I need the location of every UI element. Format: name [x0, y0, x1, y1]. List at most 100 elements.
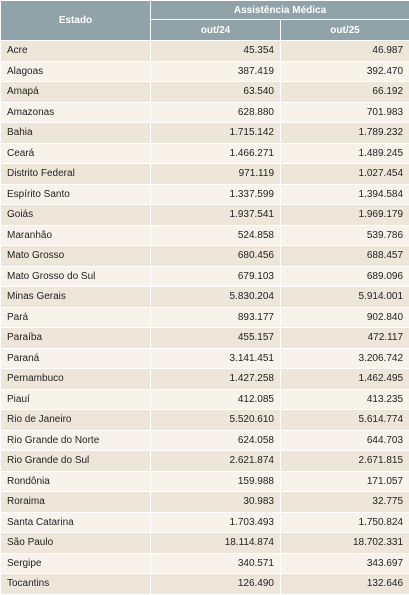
value-cell: 1.427.258 — [150, 368, 281, 389]
table-row: Pará 893.177 902.840 — [0, 306, 409, 328]
state-cell: Amazonas — [0, 101, 151, 123]
value-cell: 63.540 — [150, 81, 281, 102]
table-row: Tocantins 126.490 132.646 — [0, 573, 409, 594]
state-cell: Roraima — [0, 491, 151, 512]
table-row: Espírito Santo 1.337.599 1.394.584 — [0, 183, 409, 205]
state-cell: Paraíba — [0, 327, 151, 348]
value-cell: 159.988 — [150, 470, 281, 492]
state-cell: Acre — [0, 40, 151, 61]
state-cell: Tocantins — [0, 573, 151, 594]
value-cell: 1.027.454 — [279, 163, 409, 184]
table-row: Distrito Federal 971.119 1.027.454 — [0, 163, 409, 184]
header-column: out/25 — [279, 19, 409, 41]
value-cell: 680.456 — [150, 245, 281, 266]
state-cell: Goiás — [0, 204, 151, 225]
state-cell: Rio Grande do Norte — [0, 429, 151, 451]
state-cell: Maranhão — [0, 224, 151, 246]
table-row: Sergipe 340.571 343.697 — [0, 552, 409, 574]
value-cell: 18.702.331 — [279, 532, 409, 553]
state-cell: Bahia — [0, 122, 151, 143]
state-cell: Amapá — [0, 81, 151, 102]
state-cell: Piauí — [0, 388, 151, 410]
state-cell: Alagoas — [0, 60, 151, 82]
value-cell: 5.914.001 — [279, 286, 409, 307]
value-cell: 32.775 — [279, 491, 409, 512]
table-row: Rio Grande do Sul 2.621.874 2.671.815 — [0, 450, 409, 471]
table-row: Minas Gerais 5.830.204 5.914.001 — [0, 286, 409, 307]
value-cell: 126.490 — [150, 573, 281, 594]
value-cell: 539.786 — [279, 224, 409, 246]
value-cell: 971.119 — [150, 163, 281, 184]
table-row: Pernambuco 1.427.258 1.462.495 — [0, 368, 409, 389]
table-row: Bahia 1.715.142 1.789.232 — [0, 122, 409, 143]
table-row: Paraíba 455.157 472.117 — [0, 327, 409, 348]
value-cell: 30.983 — [150, 491, 281, 512]
value-cell: 2.621.874 — [150, 450, 281, 471]
state-cell: Espírito Santo — [0, 183, 151, 205]
value-cell: 902.840 — [279, 306, 409, 328]
state-cell: Santa Catarina — [0, 511, 151, 533]
table-row: Rio Grande do Norte 624.058 644.703 — [0, 429, 409, 451]
table-row: Alagoas 387.419 392.470 — [0, 60, 409, 82]
value-cell: 1.703.493 — [150, 511, 281, 533]
value-cell: 2.671.815 — [279, 450, 409, 471]
table-row: Acre 45.354 46.987 — [0, 40, 409, 61]
value-cell: 5.520.610 — [150, 409, 281, 430]
table-row: Ceará 1.466.271 1.489.245 — [0, 142, 409, 164]
header-group: Assistência Médica — [149, 0, 409, 21]
header-estado: Estado — [0, 0, 151, 41]
value-cell: 343.697 — [279, 552, 409, 574]
state-cell: Paraná — [0, 347, 151, 369]
table-row: Maranhão 524.858 539.786 — [0, 224, 409, 246]
value-cell: 1.466.271 — [150, 142, 281, 164]
value-cell: 412.085 — [150, 388, 281, 410]
table-row: Amapá 63.540 66.192 — [0, 81, 409, 102]
value-cell: 5.614.774 — [279, 409, 409, 430]
value-cell: 455.157 — [150, 327, 281, 348]
table-body: Acre 45.354 46.987 Alagoas 387.419 392.470 Ama… — [0, 40, 409, 594]
table-row: Mato Grosso 680.456 688.457 — [0, 245, 409, 266]
table-row: Santa Catarina 1.703.493 1.750.824 — [0, 511, 409, 533]
table-row: Rio de Janeiro 5.520.610 5.614.774 — [0, 409, 409, 430]
value-cell: 392.470 — [279, 60, 409, 82]
state-cell: Mato Grosso do Sul — [0, 265, 151, 287]
table-row: Amazonas 628.880 701.983 — [0, 101, 409, 123]
value-cell: 1.394.584 — [279, 183, 409, 205]
value-cell: 413.235 — [279, 388, 409, 410]
value-cell: 45.354 — [150, 40, 281, 61]
state-cell: São Paulo — [0, 532, 151, 553]
value-cell: 628.880 — [150, 101, 281, 123]
value-cell: 1.789.232 — [279, 122, 409, 143]
value-cell: 1.337.599 — [150, 183, 281, 205]
value-cell: 644.703 — [279, 429, 409, 451]
state-cell: Sergipe — [0, 552, 151, 574]
state-cell: Minas Gerais — [0, 286, 151, 307]
state-cell: Ceará — [0, 142, 151, 164]
value-cell: 340.571 — [150, 552, 281, 574]
value-cell: 132.646 — [279, 573, 409, 594]
state-cell: Rio de Janeiro — [0, 409, 151, 430]
table-row: Roraima 30.983 32.775 — [0, 491, 409, 512]
state-cell: Rondônia — [0, 470, 151, 492]
state-cell: Pernambuco — [0, 368, 151, 389]
value-cell: 1.489.245 — [279, 142, 409, 164]
table-row: Mato Grosso do Sul 679.103 689.096 — [0, 265, 409, 287]
value-cell: 3.141.451 — [150, 347, 281, 369]
table-row: Paraná 3.141.451 3.206.742 — [0, 347, 409, 369]
state-cell: Distrito Federal — [0, 163, 151, 184]
value-cell: 679.103 — [150, 265, 281, 287]
value-cell: 46.987 — [279, 40, 409, 61]
header-column: out/24 — [150, 19, 281, 41]
value-cell: 893.177 — [150, 306, 281, 328]
table-row: Piauí 412.085 413.235 — [0, 388, 409, 410]
value-cell: 66.192 — [279, 81, 409, 102]
value-cell: 624.058 — [150, 429, 281, 451]
value-cell: 688.457 — [279, 245, 409, 266]
value-cell: 689.096 — [279, 265, 409, 287]
value-cell: 1.715.142 — [150, 122, 281, 143]
value-cell: 3.206.742 — [279, 347, 409, 369]
value-cell: 1.969.179 — [279, 204, 409, 225]
value-cell: 18.114.874 — [150, 532, 281, 553]
value-cell: 701.983 — [279, 101, 409, 123]
